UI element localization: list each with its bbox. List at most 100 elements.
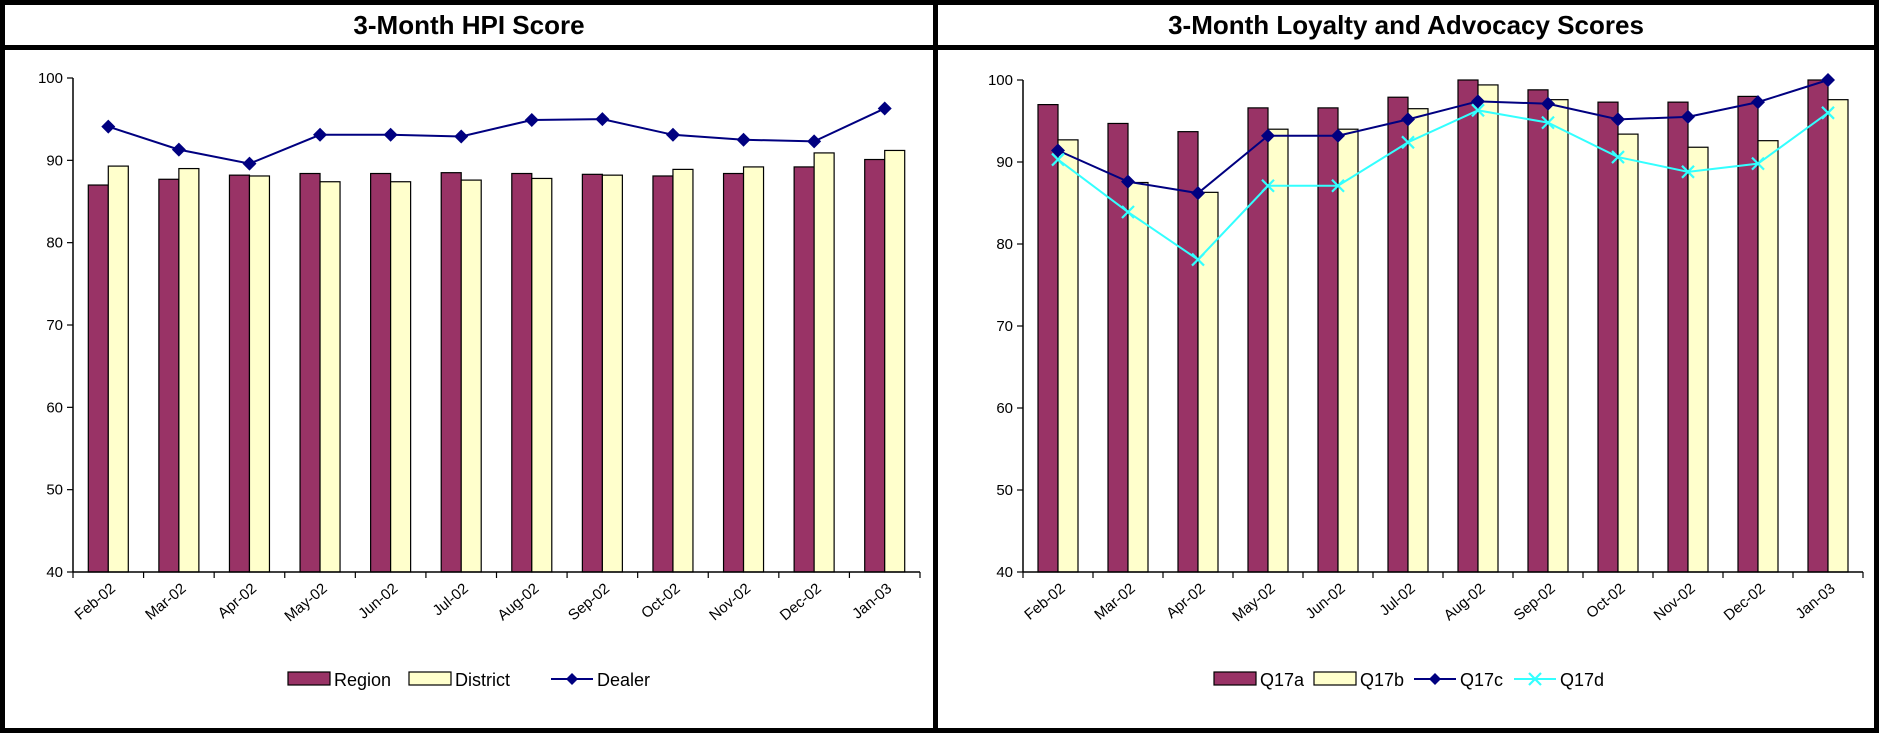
point-q17c: [1191, 186, 1205, 201]
bar-district: [813, 152, 835, 573]
x-tick-label: May-02: [281, 580, 330, 625]
bar-q17b: [1687, 146, 1709, 573]
point-dealer: [171, 142, 186, 157]
bar-region: [793, 166, 815, 573]
point-q17c: [1051, 143, 1065, 158]
legend-item-q17a: Q17a: [1213, 670, 1305, 690]
bar-q17a: [1457, 79, 1479, 573]
point-q17d: [1051, 152, 1065, 167]
x-tick-label: Mar-02: [1091, 580, 1138, 624]
legend-label: District: [455, 670, 510, 690]
legend-item-district: District: [408, 670, 510, 690]
legend-swatch: [287, 671, 331, 686]
hpi-chart: 40 50 60 70 80 90 100 Feb-02 Mar-02 Apr-02 May-02 J…: [38, 70, 921, 690]
y-tick-label: 70: [996, 318, 1013, 335]
point-q17c: [1261, 128, 1275, 143]
y-tick-label: 80: [46, 235, 63, 252]
bar-q17a: [1177, 131, 1199, 573]
legend-item-q17d: Q17d: [1514, 670, 1604, 690]
x-tick-label: Mar-02: [142, 580, 189, 624]
legend-swatch: [1313, 671, 1357, 686]
bar-region: [511, 172, 533, 573]
point-q17c: [1331, 128, 1345, 143]
legend-label: Q17a: [1260, 670, 1305, 690]
hpi-chart-panel: 3-Month HPI Score 40 50 60 70 80 90 100 Feb-02 M…: [0, 0, 938, 733]
line-q17d: [1057, 109, 1829, 261]
bar-q17b: [1267, 128, 1289, 573]
point-dealer: [313, 127, 328, 142]
x-tick-label: May-02: [1229, 580, 1278, 625]
point-q17c: [1681, 109, 1695, 124]
bar-q17b: [1827, 99, 1849, 573]
bar-q17a: [1667, 101, 1689, 573]
x-tick-label: Oct-02: [638, 580, 683, 622]
point-dealer: [242, 156, 257, 171]
x-tick-label: Aug-02: [494, 580, 542, 624]
x-tick-label: Sep-02: [1511, 580, 1559, 624]
y-tick-label: 90: [46, 152, 63, 169]
x-tick-label: Feb-02: [72, 580, 119, 624]
bar-district: [107, 165, 129, 573]
legend-label: Q17b: [1360, 670, 1404, 690]
legend-swatch: [1213, 671, 1257, 686]
point-dealer: [454, 129, 469, 144]
y-tick-label: 60: [996, 400, 1013, 417]
y-tick-label: 100: [988, 72, 1013, 89]
line-q17c: [1057, 79, 1829, 195]
y-tick-label: 60: [46, 399, 63, 416]
bar-q17b: [1127, 181, 1149, 573]
x-tick-label: Nov-02: [1651, 580, 1699, 624]
bar-district: [884, 149, 906, 573]
x-tick-label: Jun-02: [1303, 580, 1349, 623]
point-dealer: [736, 132, 751, 147]
point-q17d: [1751, 156, 1765, 171]
bar-region: [581, 173, 603, 573]
point-q17d: [1191, 252, 1205, 267]
point-q17d: [1611, 150, 1625, 164]
bar-q17b: [1407, 108, 1429, 573]
legend-label: Q17c: [1460, 670, 1503, 690]
bar-region: [652, 175, 674, 573]
y-tick-label: 40: [996, 564, 1013, 581]
legend-label: Dealer: [597, 670, 650, 690]
y-tick-label: 50: [996, 482, 1013, 499]
bar-district: [390, 181, 412, 573]
x-tick-label: Nov-02: [706, 580, 754, 624]
line-dealer: [107, 107, 886, 165]
bar-q17a: [1317, 107, 1339, 573]
point-q17c: [1401, 112, 1415, 127]
loyalty-chart: 40 50 60 70 80 90 100 Feb-02 Mar-02 Apr-02 May-02 J…: [988, 72, 1864, 690]
point-q17c: [1121, 174, 1135, 189]
bar-q17a: [1037, 103, 1059, 573]
y-tick-label: 70: [46, 317, 63, 334]
bar-q17b: [1337, 128, 1359, 573]
bar-region: [440, 172, 462, 573]
legend-label: Q17d: [1560, 670, 1604, 690]
point-q17d: [1331, 179, 1345, 193]
point-q17d: [1401, 135, 1415, 150]
legend-item-q17c: Q17c: [1414, 670, 1503, 690]
x-tick-label: Apr-02: [1163, 580, 1208, 622]
loyalty-chart-panel: 3-Month Loyalty and Advocacy Scores 40 50…: [933, 0, 1879, 733]
point-dealer: [101, 119, 116, 134]
point-q17c: [1751, 95, 1765, 110]
point-q17d: [1261, 179, 1275, 193]
point-q17c: [1611, 112, 1625, 127]
y-tick-label: 90: [996, 154, 1013, 171]
x-tick-label: Jul-02: [1376, 580, 1418, 619]
legend-label: Region: [334, 670, 391, 690]
bar-region: [864, 158, 886, 573]
bar-district: [460, 179, 482, 573]
bar-q17b: [1757, 140, 1779, 573]
point-q17d: [1471, 103, 1485, 118]
bar-district: [248, 175, 271, 573]
bar-q17b: [1477, 84, 1499, 573]
x-tick-label: Dec-02: [1721, 580, 1769, 624]
bar-region: [370, 172, 392, 573]
x-tick-label: Feb-02: [1021, 580, 1068, 624]
point-q17d: [1821, 106, 1835, 120]
point-q17c: [1471, 94, 1485, 109]
bar-district: [531, 177, 553, 573]
legend: Q17a Q17b Q17c Q17d: [1213, 670, 1604, 690]
